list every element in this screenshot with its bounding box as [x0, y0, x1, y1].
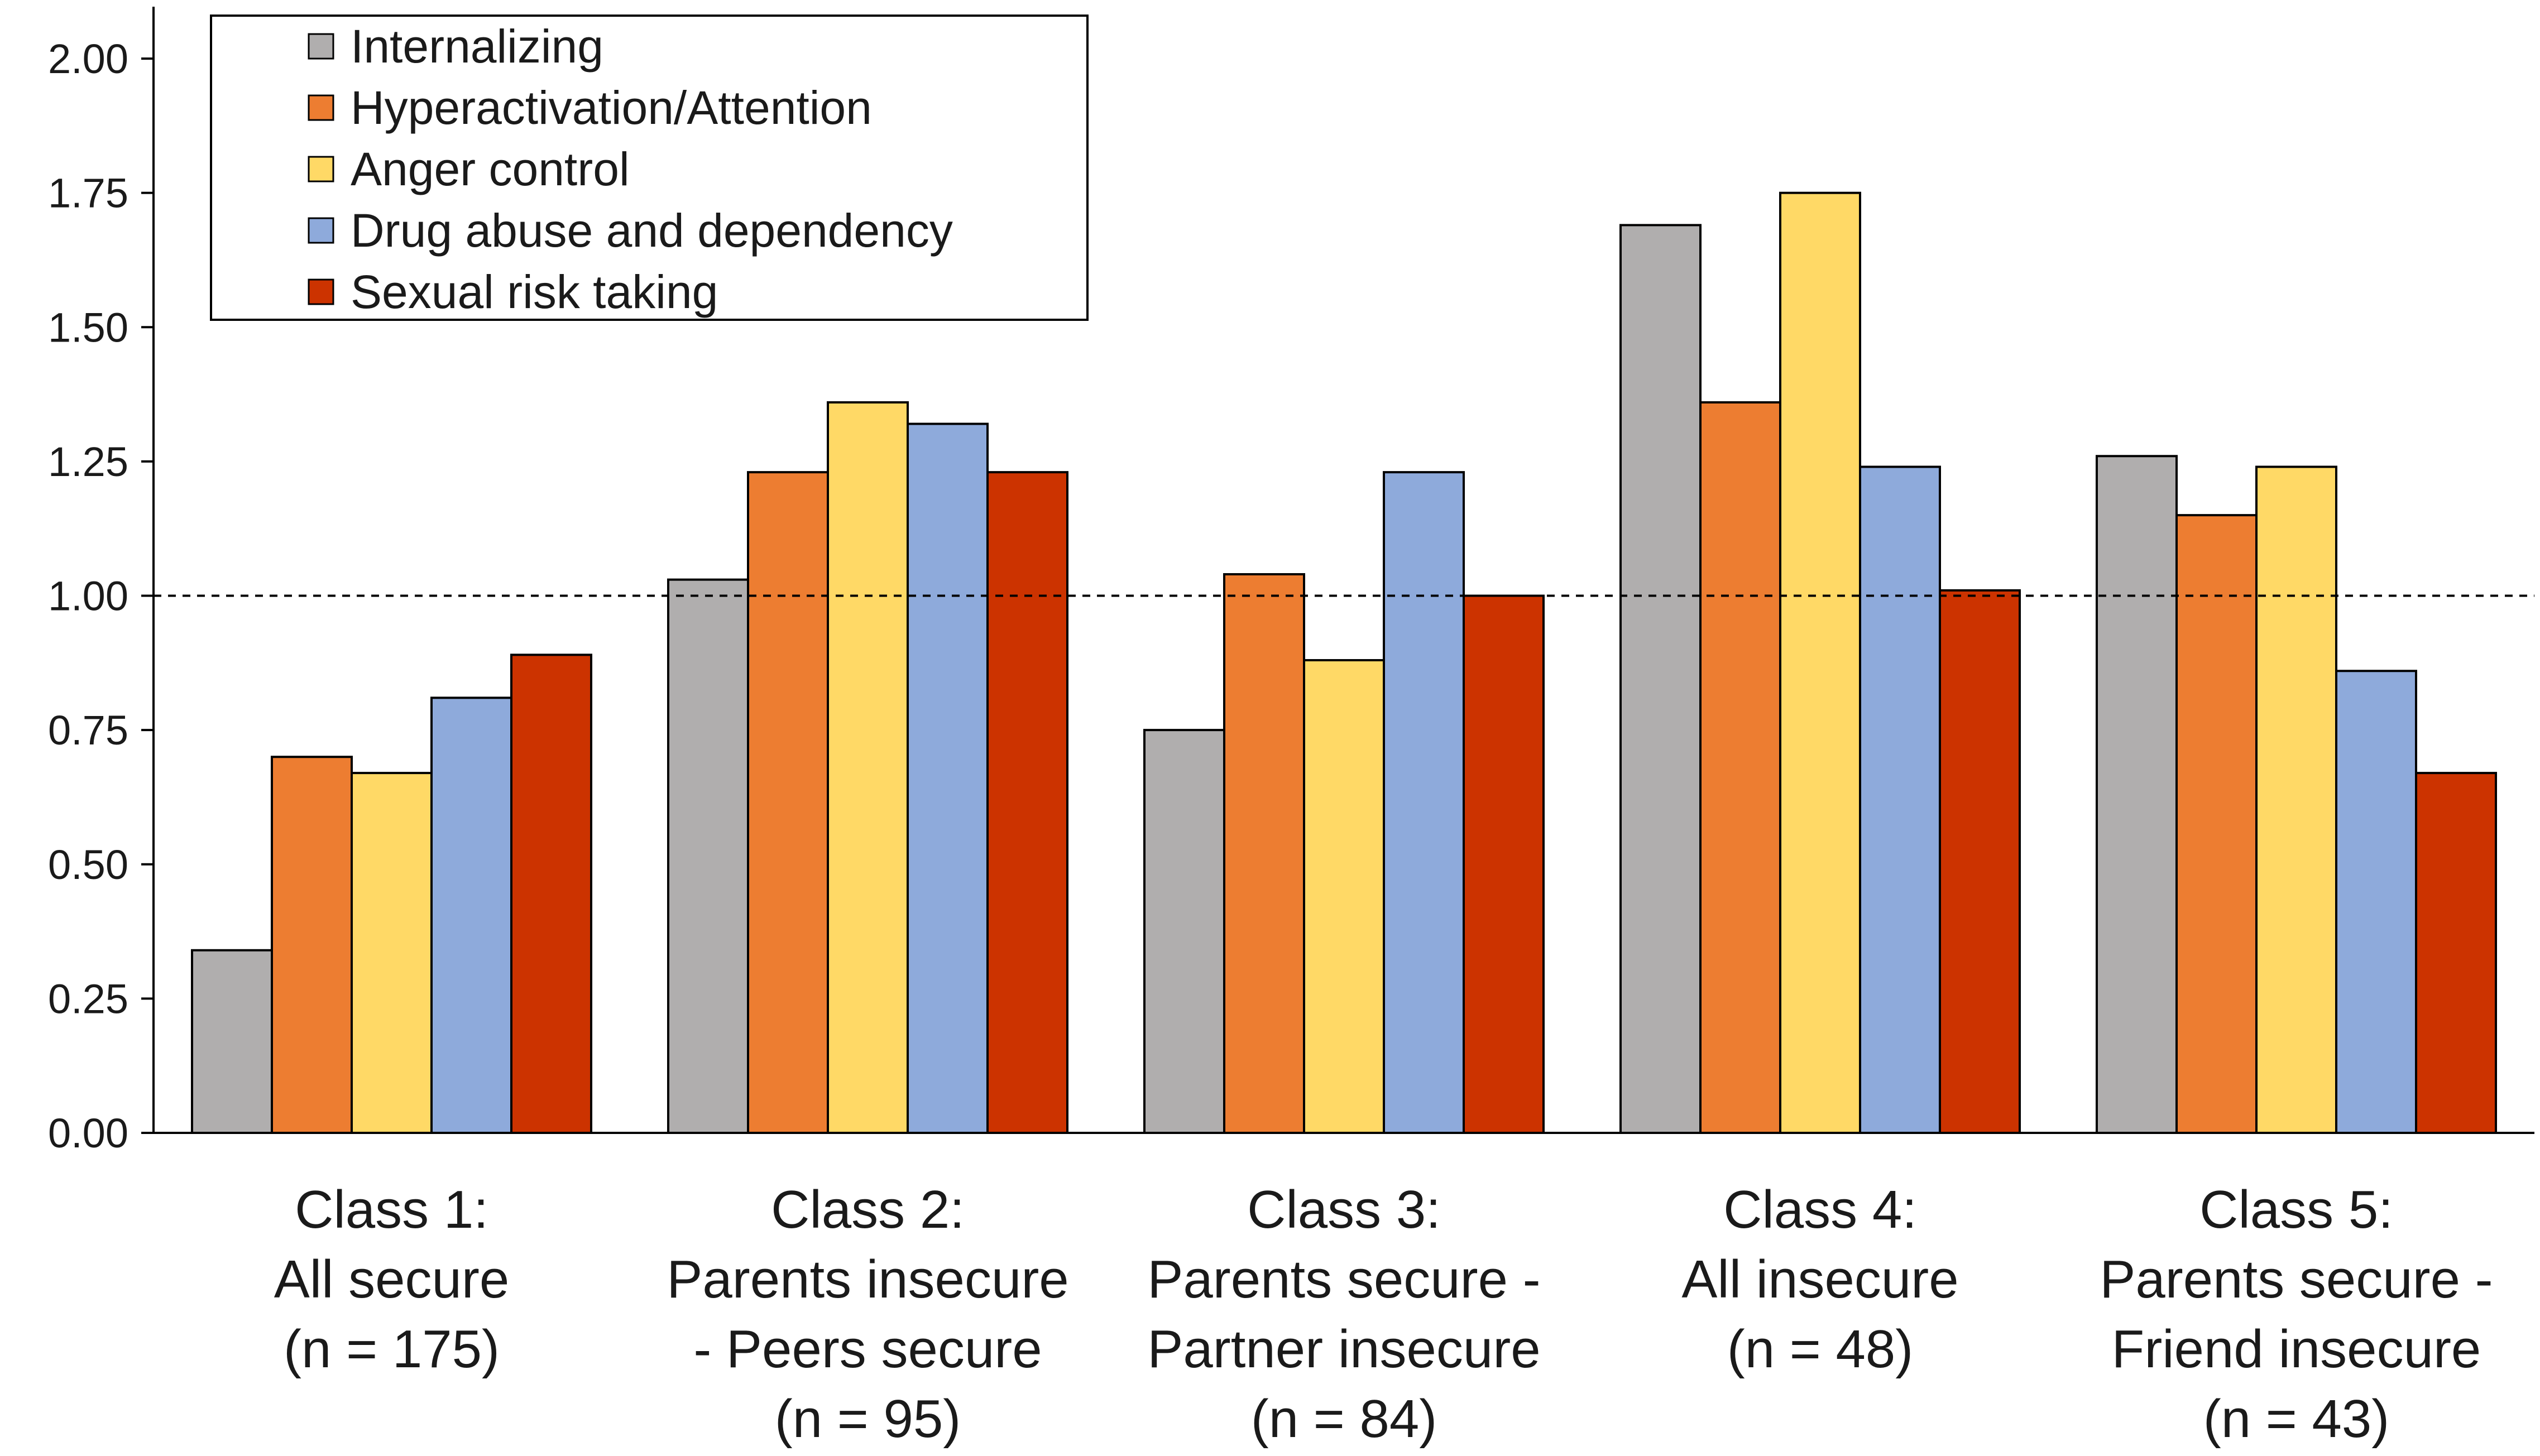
category-label: Class 1:: [295, 1180, 488, 1239]
bar-class3-series4: [1383, 471, 1465, 1134]
legend-swatch: [308, 278, 334, 305]
category-label: Class 4:: [1723, 1180, 1917, 1239]
y-tick-label: 0.25: [48, 976, 128, 1022]
category-label: All insecure: [1681, 1250, 1958, 1309]
category-label: - Peers secure: [693, 1319, 1042, 1379]
y-axis: 0.00 0.25 0.50 0.75 1.00 1.25 1.50 1.75 2.00: [48, 7, 155, 1156]
bar-class5-series5: [2415, 772, 2497, 1134]
bar-class2-series4: [907, 422, 989, 1134]
y-tick-label: 1.00: [48, 573, 128, 619]
bar-class3-series1: [1143, 729, 1225, 1134]
category-label: Parents secure -: [1147, 1250, 1540, 1309]
legend-swatch: [308, 94, 334, 121]
y-tick-label: 1.50: [48, 304, 128, 350]
category-label: All secure: [274, 1250, 510, 1309]
legend-label: Internalizing: [351, 20, 603, 73]
bar-class5-series3: [2255, 465, 2337, 1134]
legend-label: Hyperactivation/Attention: [351, 81, 872, 134]
category-label: (n = 43): [2203, 1389, 2390, 1449]
legend: Internalizing Hyperactivation/Attention An…: [210, 15, 1089, 321]
bar-class4-series5: [1939, 589, 2021, 1134]
bar-class5-series2: [2175, 514, 2258, 1134]
category-labels: Class 1: All secure (n = 175) Class 2: Paren…: [274, 1180, 2493, 1449]
bar-class3-series5: [1463, 594, 1545, 1134]
category-label: Class 2:: [771, 1180, 965, 1239]
y-tick-label: 0.50: [48, 842, 128, 888]
category-label: Parents secure -: [2100, 1250, 2493, 1309]
category-label: (n = 84): [1251, 1389, 1437, 1449]
bar-class1-series2: [271, 756, 353, 1134]
bar-class4-series2: [1699, 401, 1781, 1134]
category-label: Parents insecure: [667, 1250, 1068, 1309]
bar-class4-series4: [1859, 465, 1941, 1134]
bar-class4-series3: [1779, 191, 1861, 1134]
legend-label: Drug abuse and dependency: [351, 204, 953, 257]
bar-class3-series3: [1303, 659, 1385, 1134]
category-label: Class 3:: [1247, 1180, 1441, 1239]
bar-class2-series2: [747, 471, 829, 1134]
bar-class1-series3: [351, 772, 433, 1134]
bar-class1-series4: [430, 696, 512, 1134]
category-label: Partner insecure: [1147, 1319, 1540, 1379]
bar-class2-series1: [667, 578, 749, 1134]
category-label: (n = 48): [1727, 1319, 1914, 1379]
category-label: Class 5:: [2199, 1180, 2393, 1239]
y-tick-label: 0.00: [48, 1110, 128, 1156]
legend-swatch: [308, 156, 334, 182]
legend-box: [210, 15, 1089, 321]
bar-class2-series5: [986, 471, 1068, 1134]
y-tick-label: 1.25: [48, 439, 128, 485]
bar-class4-series1: [1619, 224, 1702, 1134]
legend-swatch: [308, 217, 334, 244]
y-tick-label: 2.00: [48, 36, 128, 82]
bar-class5-series1: [2096, 455, 2178, 1134]
legend-label: Sexual risk taking: [351, 266, 718, 318]
y-tick-label: 0.75: [48, 707, 128, 753]
bar-class3-series2: [1223, 573, 1305, 1134]
category-label: (n = 95): [775, 1389, 961, 1449]
legend-label: Anger control: [351, 143, 630, 195]
y-tick-label: 1.75: [48, 170, 128, 217]
bar-class5-series4: [2335, 670, 2417, 1134]
bar-class2-series3: [827, 401, 909, 1134]
legend-swatch: [308, 33, 334, 60]
category-label: Friend insecure: [2112, 1319, 2481, 1379]
category-label: (n = 175): [284, 1319, 500, 1379]
bar-class1-series5: [510, 653, 592, 1134]
bar-class1-series1: [191, 949, 273, 1134]
bars: [191, 191, 2497, 1134]
